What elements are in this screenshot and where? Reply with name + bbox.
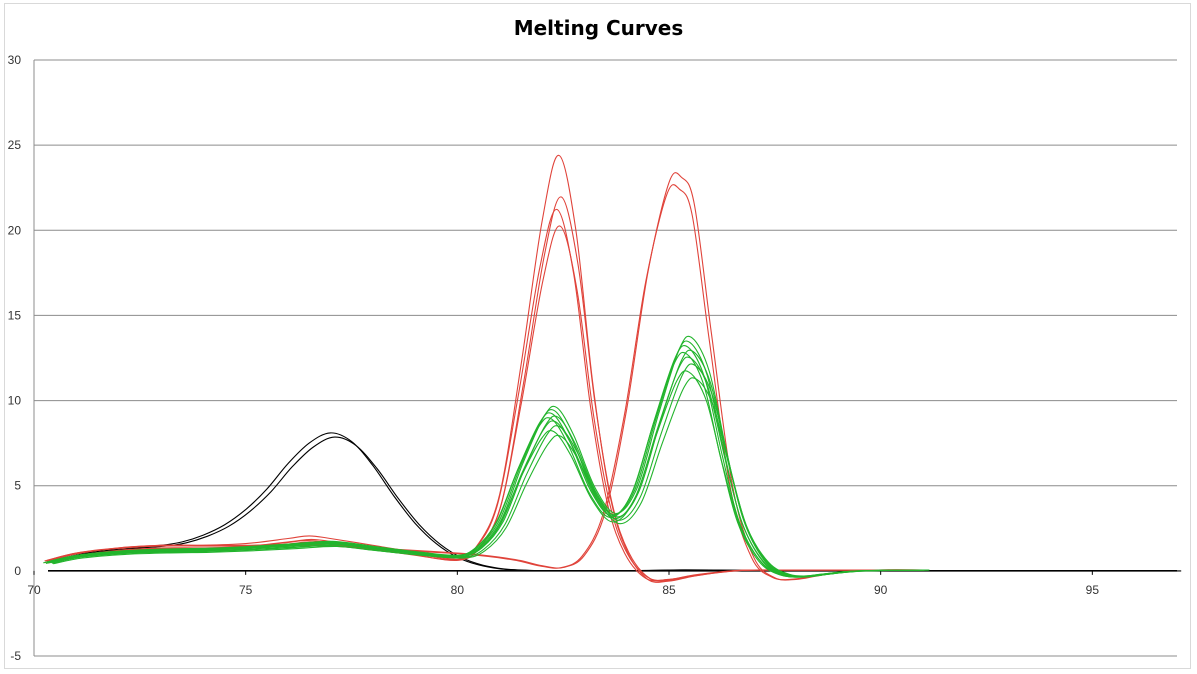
y-tick-label: 30 (8, 53, 22, 67)
series-line-green-13 (43, 351, 920, 578)
label-layer: -5 0 5 10 15 20 25 30 70 75 80 85 90 95 (8, 53, 1100, 663)
y-tick-label: 15 (8, 308, 22, 322)
y-tick-label: 5 (14, 479, 21, 493)
series-line-green-11 (44, 344, 921, 578)
series-line-red-3 (46, 154, 923, 583)
x-tick-label: 80 (451, 583, 465, 597)
series-line-red-7 (46, 172, 924, 581)
x-tick-label: 75 (239, 583, 253, 597)
y-tick-label: 10 (8, 394, 22, 408)
x-tick-label: 90 (874, 583, 888, 597)
y-tick-label: 0 (14, 564, 21, 578)
series-line-green-14 (47, 356, 925, 578)
x-tick-label: 95 (1086, 583, 1100, 597)
series-line-red-5 (44, 208, 921, 582)
x-tick-label: 70 (27, 583, 41, 597)
series-line-red-8 (44, 184, 921, 581)
series-line-green-10 (48, 335, 926, 578)
series-line-green-17 (53, 377, 930, 577)
chart-title: Melting Curves (513, 16, 684, 40)
grid-layer (34, 59, 1177, 657)
series-line-green-16 (45, 370, 923, 577)
series-line-black-2 (50, 436, 1182, 572)
x-tick-label: 85 (662, 583, 676, 597)
y-tick-label: 25 (8, 138, 22, 152)
series-line-green-9 (46, 340, 924, 578)
series-layer (43, 154, 1182, 583)
series-line-red-6 (47, 225, 924, 581)
series-line-green-12 (49, 349, 927, 578)
series-line-red-4 (48, 196, 926, 582)
series-line-green-15 (51, 363, 929, 577)
axis-layer (33, 60, 1177, 656)
y-tick-label: 20 (8, 223, 22, 237)
y-tick-label: -5 (10, 649, 21, 663)
